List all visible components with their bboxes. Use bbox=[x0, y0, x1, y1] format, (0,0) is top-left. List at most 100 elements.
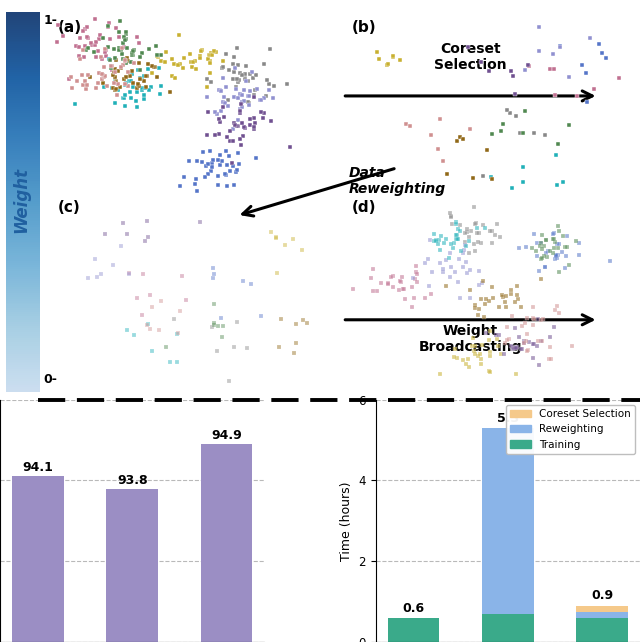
Point bbox=[550, 150, 561, 160]
Point bbox=[563, 119, 573, 130]
Point bbox=[454, 220, 465, 230]
Point bbox=[152, 72, 162, 82]
Point bbox=[491, 330, 501, 340]
Point bbox=[348, 283, 358, 293]
Point bbox=[261, 91, 271, 101]
Point bbox=[228, 74, 238, 84]
Point bbox=[269, 81, 279, 91]
Point bbox=[477, 340, 487, 350]
Point bbox=[186, 56, 196, 67]
Point bbox=[99, 78, 109, 88]
Point bbox=[121, 33, 131, 44]
Point bbox=[492, 219, 502, 229]
Point bbox=[191, 186, 202, 196]
Point bbox=[550, 254, 560, 264]
Point bbox=[234, 75, 244, 85]
Point bbox=[190, 56, 200, 66]
Point bbox=[487, 174, 497, 184]
Point bbox=[601, 53, 611, 64]
Point bbox=[82, 80, 92, 90]
Point bbox=[135, 74, 145, 84]
Point bbox=[167, 54, 177, 64]
Point bbox=[554, 226, 564, 236]
Point bbox=[514, 243, 524, 253]
Point bbox=[231, 82, 241, 92]
Point bbox=[585, 33, 595, 43]
Point bbox=[72, 76, 82, 87]
Point bbox=[531, 246, 541, 256]
Point bbox=[508, 71, 518, 81]
Point bbox=[232, 92, 243, 103]
Text: 0.6: 0.6 bbox=[403, 602, 424, 614]
Point bbox=[100, 44, 110, 54]
Point bbox=[257, 113, 268, 123]
Point bbox=[426, 289, 436, 299]
Point bbox=[411, 261, 421, 272]
Point bbox=[266, 116, 276, 126]
Point bbox=[411, 267, 421, 277]
Point bbox=[444, 253, 454, 263]
Point bbox=[474, 237, 484, 247]
Point bbox=[562, 231, 572, 241]
Point bbox=[228, 92, 239, 102]
Point bbox=[498, 119, 508, 130]
Point bbox=[555, 41, 565, 51]
Point bbox=[92, 272, 102, 282]
Point bbox=[474, 228, 484, 238]
Point bbox=[523, 345, 533, 356]
Point bbox=[93, 33, 104, 44]
Point bbox=[540, 235, 550, 245]
Point bbox=[395, 55, 405, 65]
Point bbox=[495, 232, 506, 242]
Point bbox=[545, 342, 556, 352]
Point bbox=[248, 113, 259, 123]
Point bbox=[74, 51, 84, 62]
Point bbox=[484, 347, 495, 357]
Point bbox=[239, 122, 249, 132]
Point bbox=[536, 238, 546, 248]
Point bbox=[108, 61, 118, 71]
Point bbox=[228, 124, 238, 134]
Point bbox=[104, 55, 115, 65]
Point bbox=[109, 78, 119, 88]
Point bbox=[435, 245, 445, 255]
Point bbox=[559, 263, 570, 273]
Point bbox=[470, 300, 480, 310]
Point bbox=[485, 325, 495, 336]
Point bbox=[217, 62, 227, 73]
Point bbox=[476, 354, 486, 364]
Point bbox=[82, 31, 92, 42]
Point bbox=[102, 21, 113, 31]
Point bbox=[451, 234, 461, 244]
Bar bbox=[576, 605, 628, 612]
Point bbox=[451, 136, 461, 146]
Point bbox=[468, 173, 478, 183]
Point bbox=[120, 90, 130, 100]
Point bbox=[460, 228, 470, 238]
Point bbox=[177, 271, 188, 281]
Point bbox=[74, 33, 84, 43]
Point bbox=[208, 263, 218, 273]
Point bbox=[212, 345, 223, 356]
Point bbox=[537, 244, 547, 254]
Point bbox=[143, 85, 154, 96]
Point bbox=[97, 69, 108, 80]
Point bbox=[106, 83, 116, 94]
Point bbox=[238, 131, 248, 141]
Point bbox=[118, 218, 129, 229]
Point bbox=[149, 62, 159, 72]
Point bbox=[120, 80, 131, 90]
Point bbox=[458, 262, 468, 272]
Point bbox=[235, 106, 245, 116]
Point bbox=[506, 182, 516, 193]
Point bbox=[522, 313, 532, 324]
Point bbox=[115, 62, 125, 72]
Point bbox=[449, 352, 460, 362]
Point bbox=[135, 52, 145, 62]
Point bbox=[245, 69, 255, 79]
Point bbox=[249, 125, 259, 135]
Point bbox=[90, 40, 100, 51]
Point bbox=[445, 207, 455, 218]
Point bbox=[80, 40, 90, 51]
Point bbox=[511, 342, 522, 352]
